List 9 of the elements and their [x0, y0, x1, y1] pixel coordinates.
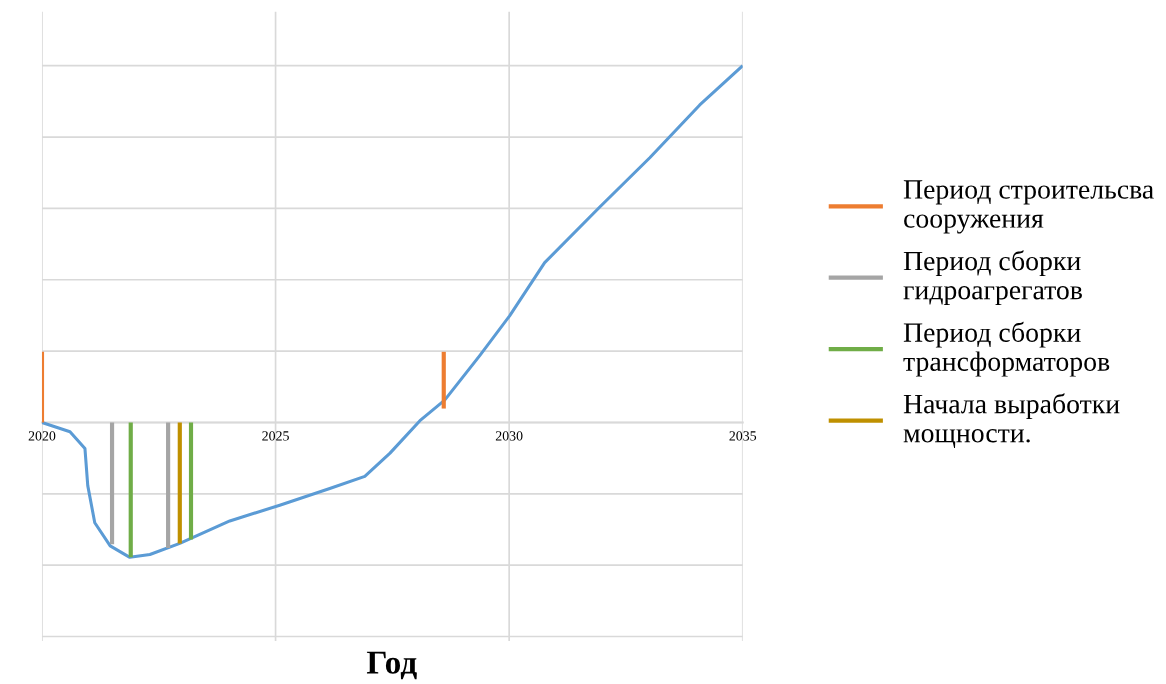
- x-tick-label: 2030: [495, 431, 523, 441]
- x-tick-label: 2025: [262, 431, 289, 441]
- x-tick-label: 2020: [28, 431, 56, 441]
- legend-label: Период сборки трансформаторов: [903, 321, 1110, 377]
- legend-label: Период строительсва сооружения: [903, 180, 1154, 234]
- legend-label: Начала выработки мощности.: [903, 393, 1120, 448]
- x-tick-label: 2035: [729, 431, 757, 441]
- x-axis-title: Год: [366, 651, 417, 680]
- legend-label: Период сборки гидроагрегатов: [903, 250, 1082, 306]
